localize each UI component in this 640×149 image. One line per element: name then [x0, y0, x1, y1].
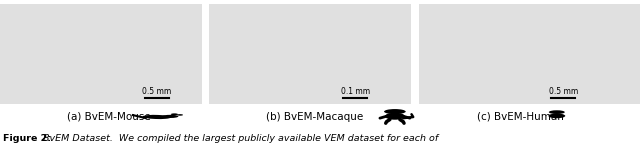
- Bar: [209, 4, 411, 104]
- Ellipse shape: [548, 114, 565, 118]
- Text: 0.5 mm: 0.5 mm: [142, 87, 172, 96]
- Ellipse shape: [143, 115, 171, 119]
- Bar: [419, 4, 640, 104]
- Ellipse shape: [171, 113, 178, 115]
- Text: (c) BvEM-Human: (c) BvEM-Human: [477, 112, 564, 122]
- Ellipse shape: [385, 113, 405, 120]
- Circle shape: [549, 110, 564, 114]
- Ellipse shape: [163, 115, 179, 118]
- Bar: [0, 4, 202, 104]
- Circle shape: [384, 109, 406, 114]
- Text: 0.5 mm: 0.5 mm: [548, 87, 578, 96]
- Text: 0.1 mm: 0.1 mm: [340, 87, 370, 96]
- Text: (b) BvEM-Macaque: (b) BvEM-Macaque: [266, 112, 363, 122]
- Text: BvEM Dataset.  We compiled the largest publicly available VEM dataset for each o: BvEM Dataset. We compiled the largest pu…: [43, 134, 438, 143]
- Text: Figure 2:: Figure 2:: [3, 134, 54, 143]
- Ellipse shape: [177, 114, 183, 116]
- Text: (a) BvEM-Mouse: (a) BvEM-Mouse: [67, 112, 151, 122]
